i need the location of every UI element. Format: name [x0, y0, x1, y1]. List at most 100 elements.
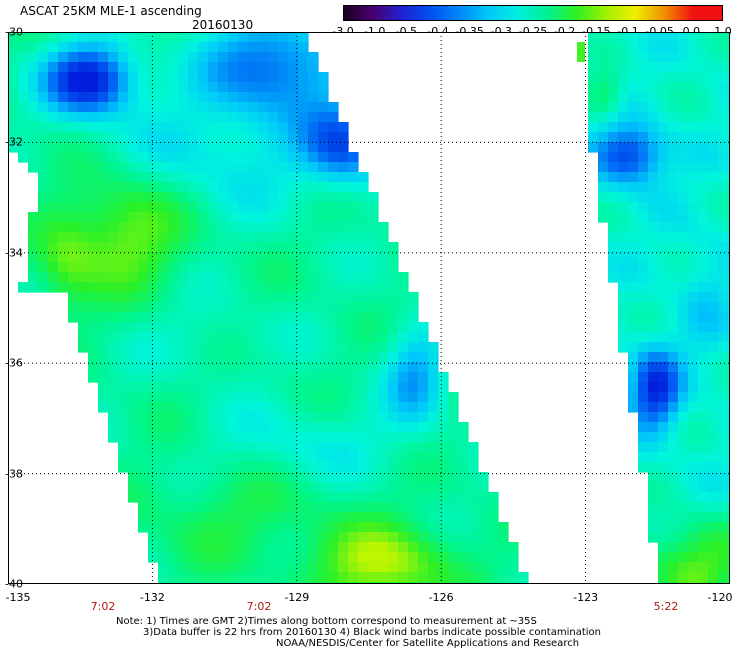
mle-pixel [248, 422, 259, 433]
mle-pixel [188, 142, 199, 153]
mle-pixel [318, 522, 329, 533]
mle-pixel [608, 42, 619, 53]
mle-pixel [248, 282, 259, 293]
mle-pixel [138, 382, 149, 393]
mle-pixel [308, 252, 319, 263]
mle-pixel [678, 402, 689, 413]
mle-pixel [378, 512, 389, 523]
mle-pixel [278, 72, 289, 83]
mle-pixel [628, 332, 639, 343]
mle-pixel [318, 572, 329, 583]
mle-pixel [318, 292, 329, 303]
mle-pixel [128, 162, 139, 173]
mle-pixel [648, 422, 659, 433]
mle-pixel [178, 82, 189, 93]
mle-pixel [628, 102, 639, 113]
mle-pixel [168, 172, 179, 183]
mle-pixel [248, 382, 259, 393]
mle-pixel [158, 362, 169, 373]
mle-pixel [658, 492, 669, 503]
mle-pixel [318, 512, 329, 523]
mle-pixel [648, 342, 659, 353]
mle-pixel [98, 182, 109, 193]
mle-pixel [218, 182, 229, 193]
mle-pixel [648, 252, 659, 263]
mle-pixel [128, 252, 139, 263]
mle-pixel [278, 212, 289, 223]
mle-pixel [668, 162, 679, 173]
mle-pixel [258, 242, 269, 253]
mle-pixel [248, 292, 259, 303]
mle-pixel [418, 472, 429, 483]
mle-pixel [628, 132, 639, 143]
mle-pixel [338, 292, 349, 303]
mle-pixel [208, 72, 219, 83]
mle-pixel [708, 62, 719, 73]
mle-pixel [218, 232, 229, 243]
mle-pixel [238, 42, 249, 53]
mle-pixel [148, 502, 159, 513]
mle-pixel [698, 252, 709, 263]
mle-pixel [238, 252, 249, 263]
mle-pixel [208, 432, 219, 443]
mle-pixel [698, 512, 709, 523]
mle-pixel [678, 92, 689, 103]
mle-pixel [58, 132, 69, 143]
mle-pixel [678, 252, 689, 263]
mle-pixel [228, 332, 239, 343]
mle-pixel [688, 502, 699, 513]
mle-pixel [378, 392, 389, 403]
mle-pixel [108, 352, 119, 363]
mle-pixel [268, 502, 279, 513]
mle-pixel [148, 222, 159, 233]
mle-pixel [458, 522, 469, 533]
mle-pixel [298, 262, 309, 273]
mle-pixel [718, 92, 729, 103]
mle-pixel [248, 192, 259, 203]
mle-pixel [138, 162, 149, 173]
mle-pixel [368, 382, 379, 393]
mle-pixel [148, 402, 159, 413]
mle-pixel [288, 282, 299, 293]
mle-pixel [208, 172, 219, 183]
mle-pixel [698, 222, 709, 233]
mle-pixel [718, 82, 729, 93]
mle-pixel [398, 332, 409, 343]
mle-pixel [178, 142, 189, 153]
mle-pixel [618, 292, 629, 303]
mle-pixel [688, 242, 699, 253]
mle-pixel [388, 382, 399, 393]
mle-pixel [268, 232, 279, 243]
mle-pixel [208, 452, 219, 463]
mle-pixel [98, 312, 109, 323]
mle-pixel [68, 282, 79, 293]
mle-pixel [58, 62, 69, 73]
mle-pixel [408, 542, 419, 553]
mle-map [8, 32, 730, 584]
mle-pixel [698, 472, 709, 483]
mle-pixel [418, 492, 429, 503]
mle-pixel [318, 412, 329, 423]
mle-pixel [268, 52, 279, 63]
mle-pixel [688, 522, 699, 533]
mle-pixel [118, 242, 129, 253]
mle-pixel [218, 282, 229, 293]
mle-pixel [118, 292, 129, 303]
mle-pixel [658, 392, 669, 403]
mle-pixel [128, 212, 139, 223]
mle-pixel [338, 502, 349, 513]
mle-pixel [138, 432, 149, 443]
mle-pixel [708, 122, 719, 133]
mle-pixel [608, 102, 619, 113]
mle-pixel [108, 392, 119, 403]
mle-pixel [198, 182, 209, 193]
mle-pixel [158, 462, 169, 473]
mle-pixel [168, 262, 179, 273]
mle-pixel [348, 452, 359, 463]
mle-pixel [478, 542, 489, 553]
mle-pixel [408, 492, 419, 503]
mle-pixel [88, 52, 99, 63]
longitude-label: -120 [707, 591, 733, 604]
mle-pixel [688, 402, 699, 413]
mle-pixel [258, 152, 269, 163]
